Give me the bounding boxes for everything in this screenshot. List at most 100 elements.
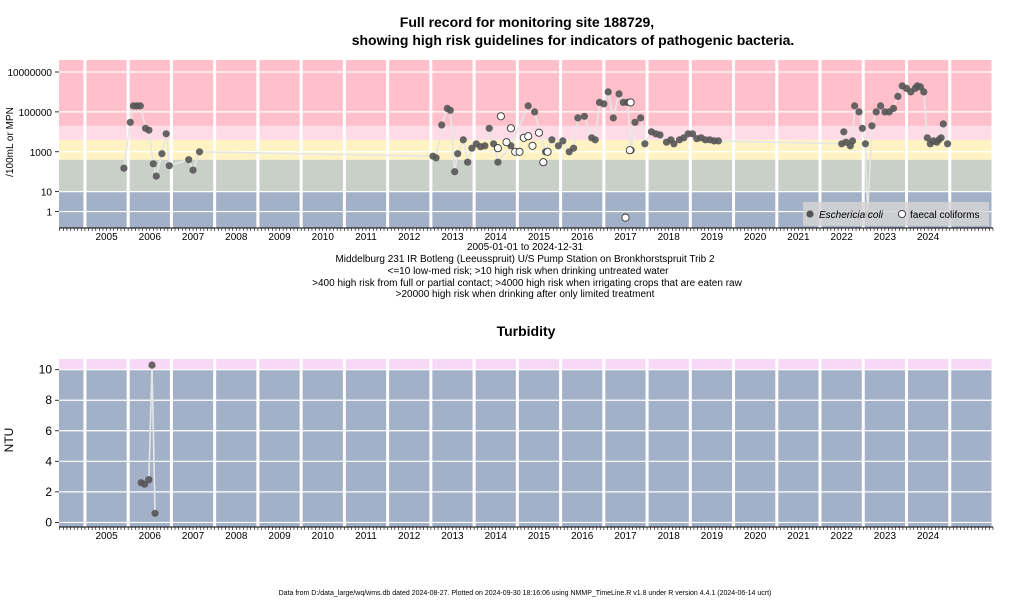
- data-point-eschericia-coli: [485, 124, 493, 132]
- y-tick-label-100000: 100000: [19, 108, 53, 119]
- data-point-eschericia-coli: [136, 102, 144, 110]
- y-tick-label-10000000: 10000000: [8, 68, 53, 79]
- data-point-eschericia-coli: [868, 122, 876, 130]
- turbidity-axes: 2005 2006 2007 2008 2009 2010 2011 2012 2013 2014…: [39, 363, 994, 542]
- data-point-eschericia-coli: [580, 112, 589, 120]
- data-point-eschericia-coli: [152, 172, 160, 180]
- data-point-eschericia-coli: [574, 114, 582, 122]
- data-point-eschericia-coli: [604, 88, 612, 96]
- turbidity-title: Turbidity: [497, 323, 556, 339]
- data-point-eschericia-coli: [631, 118, 639, 126]
- data-point-eschericia-coli: [464, 158, 472, 166]
- x-tick-label-2013: 2013: [441, 531, 464, 542]
- data-point-eschericia-coli: [894, 92, 902, 100]
- data-point-eschericia-coli: [615, 90, 623, 98]
- data-point-eschericia-coli: [637, 114, 645, 122]
- x-tick-label-2023: 2023: [874, 232, 897, 243]
- x-tick-label-2015: 2015: [528, 531, 551, 542]
- x-tick-label-2017: 2017: [614, 232, 637, 243]
- x-tick-label-2024: 2024: [917, 232, 940, 243]
- x-tick-label-2008: 2008: [225, 531, 248, 542]
- y-tick-label-1000: 1000: [30, 148, 53, 159]
- data-point-faecal-coliforms: [524, 132, 533, 141]
- data-point-eschericia-coli: [861, 140, 870, 148]
- x-tick-label-2007: 2007: [182, 232, 205, 243]
- y-tick-label-1: 1: [46, 208, 52, 219]
- data-point-eschericia-coli: [454, 150, 462, 158]
- data-point-eschericia-coli: [848, 137, 857, 145]
- y-tick-label-4: 4: [45, 454, 52, 468]
- x-tick-label-2009: 2009: [268, 531, 291, 542]
- data-point-eschericia-coli: [889, 104, 898, 112]
- bacteria-plot: 2005 2006 2007 2008 2009 2010 2011 2012 2013 2014…: [8, 60, 995, 243]
- risk-band-1: [59, 369, 993, 527]
- x-tick-label-2019: 2019: [701, 232, 724, 243]
- data-point-eschericia-coli: [937, 134, 945, 142]
- risk-note-2: >400 high risk from full or partial cont…: [312, 278, 742, 289]
- data-point-faecal-coliforms: [625, 146, 634, 155]
- data-point-eschericia-coli: [459, 136, 467, 144]
- data-point-turbidity: [148, 361, 156, 369]
- x-tick-label-2017: 2017: [614, 531, 637, 542]
- x-tick-label-2012: 2012: [398, 531, 421, 542]
- x-tick-label-2021: 2021: [787, 232, 810, 243]
- data-point-eschericia-coli: [185, 156, 193, 164]
- risk-band-2: [59, 359, 993, 370]
- turbidity-points: [137, 361, 159, 517]
- data-point-eschericia-coli: [609, 114, 617, 122]
- x-tick-label-2024: 2024: [917, 531, 940, 542]
- date-range-caption: 2005-01-01 to 2024-12-31: [467, 242, 584, 253]
- x-tick-label-2019: 2019: [701, 531, 724, 542]
- data-point-eschericia-coli: [481, 142, 489, 150]
- legend-box: [803, 202, 989, 226]
- legend: Eschericia coli faecal coliforms: [803, 202, 989, 226]
- x-tick-label-2010: 2010: [312, 531, 335, 542]
- data-point-eschericia-coli: [451, 168, 459, 176]
- legend-label-faecal: faecal coliforms: [910, 210, 979, 221]
- data-point-eschericia-coli: [446, 106, 454, 114]
- data-point-eschericia-coli: [559, 137, 567, 145]
- data-point-eschericia-coli: [600, 100, 608, 108]
- y-axis-label-turbidity: NTU: [2, 428, 16, 453]
- data-point-turbidity: [151, 509, 159, 517]
- data-point-turbidity: [145, 476, 153, 484]
- x-tick-label-2015: 2015: [528, 232, 551, 243]
- data-point-eschericia-coli: [149, 160, 157, 168]
- data-point-faecal-coliforms: [626, 98, 635, 107]
- x-tick-label-2007: 2007: [182, 531, 205, 542]
- turbidity-grid-lines: [59, 359, 995, 527]
- legend-marker-faecal: [897, 209, 907, 219]
- x-tick-label-2012: 2012: [398, 232, 421, 243]
- data-point-eschericia-coli: [591, 136, 599, 144]
- data-point-eschericia-coli: [656, 131, 664, 139]
- data-point-eschericia-coli: [923, 134, 931, 142]
- data-point-eschericia-coli: [432, 154, 440, 162]
- data-point-faecal-coliforms: [539, 158, 548, 167]
- data-point-eschericia-coli: [920, 88, 928, 96]
- chart-title-line2: showing high risk guidelines for indicat…: [352, 32, 795, 48]
- x-tick-label-2006: 2006: [139, 232, 162, 243]
- risk-band-2: [59, 159, 993, 192]
- legend-label-ecoli: Eschericia coli: [819, 210, 884, 221]
- data-point-eschericia-coli: [554, 142, 563, 150]
- data-point-eschericia-coli: [641, 140, 649, 148]
- legend-marker-ecoli: [806, 210, 814, 218]
- data-point-eschericia-coli: [158, 150, 166, 158]
- turbidity-bands: [59, 359, 993, 527]
- x-tick-label-2018: 2018: [658, 232, 681, 243]
- data-point-eschericia-coli: [570, 144, 578, 152]
- data-point-eschericia-coli: [877, 102, 885, 110]
- data-point-faecal-coliforms: [502, 138, 511, 147]
- data-point-turbidity: [141, 480, 149, 488]
- x-tick-label-2018: 2018: [658, 531, 681, 542]
- x-tick-label-2011: 2011: [355, 232, 377, 243]
- data-point-eschericia-coli: [939, 120, 947, 128]
- y-tick-label-6: 6: [45, 424, 52, 438]
- y-tick-label-10: 10: [39, 363, 53, 377]
- y-axis-label-bacteria: /100mL or MPN: [5, 107, 16, 177]
- x-tick-label-2014: 2014: [485, 531, 508, 542]
- x-tick-label-2016: 2016: [571, 232, 594, 243]
- x-tick-label-2022: 2022: [831, 531, 854, 542]
- x-tick-label-2016: 2016: [571, 531, 594, 542]
